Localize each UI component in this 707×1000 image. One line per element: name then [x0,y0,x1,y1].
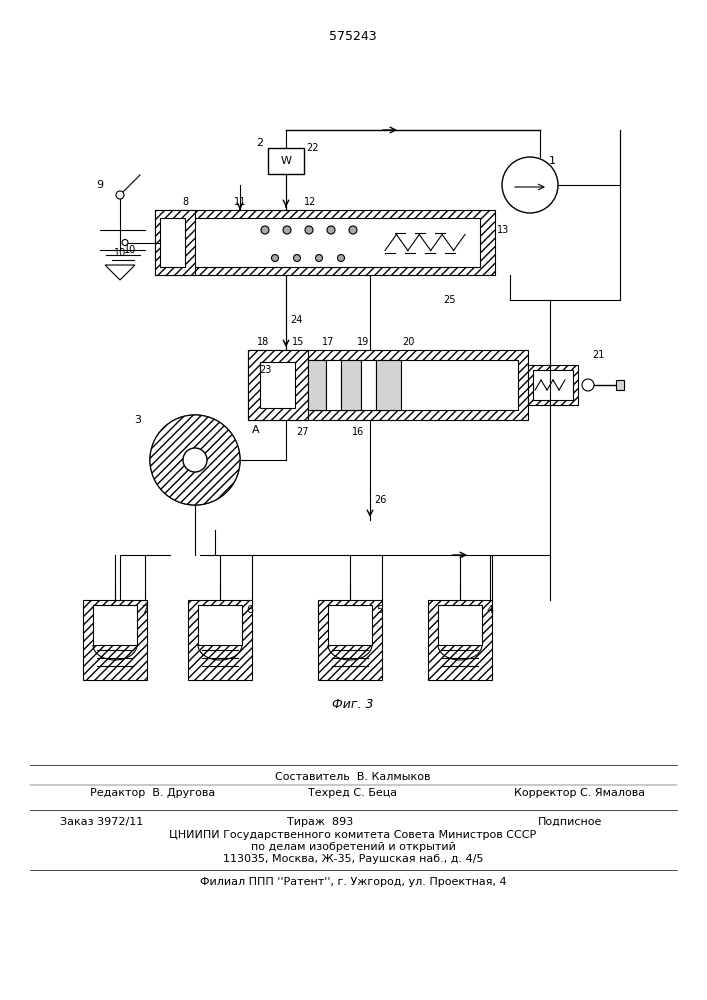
Text: 13: 13 [497,225,509,235]
Text: 4: 4 [486,605,493,615]
Circle shape [327,226,335,234]
Circle shape [293,254,300,261]
Text: 20: 20 [402,337,414,347]
Bar [268,148,304,174]
Bar [188,600,252,680]
Text: 23: 23 [259,365,271,375]
Circle shape [116,191,124,199]
Text: 19: 19 [357,337,369,347]
Text: по делам изобретений и открытий: по делам изобретений и открытий [250,842,455,852]
Bar [160,218,185,267]
Text: 10: 10 [124,245,136,255]
Text: Заказ 3972/11: Заказ 3972/11 [60,817,144,827]
Text: 22: 22 [307,143,320,153]
Circle shape [183,448,207,472]
Circle shape [150,415,240,505]
Circle shape [261,226,269,234]
Circle shape [283,226,291,234]
Text: 17: 17 [322,337,334,347]
Text: Подписное: Подписное [538,817,602,827]
Text: 7: 7 [141,605,148,615]
Text: 15: 15 [292,337,304,347]
Circle shape [150,415,240,505]
Text: Корректор С. Ямалова: Корректор С. Ямалова [515,788,645,798]
Text: Техред С. Беца: Техред С. Беца [308,788,397,798]
Polygon shape [105,265,135,280]
Bar [308,360,326,410]
Bar [83,600,147,680]
Bar [248,350,528,420]
Bar [170,218,480,267]
Text: ЦНИИПИ Государственного комитета Совета Министров СССР: ЦНИИПИ Государственного комитета Совета … [170,830,537,840]
Circle shape [502,157,558,213]
Text: 18: 18 [257,337,269,347]
Bar [438,605,482,645]
Text: 25: 25 [444,295,456,305]
Bar [326,360,341,410]
Text: 10: 10 [114,247,126,257]
Text: Редактор  В. Другова: Редактор В. Другова [90,788,215,798]
Bar [533,370,573,400]
Text: 3: 3 [134,415,141,425]
Bar [198,605,242,645]
Circle shape [315,254,322,261]
Text: 2: 2 [257,138,264,148]
Text: 5: 5 [377,605,383,615]
Bar [93,605,137,645]
Text: 9: 9 [96,180,103,190]
Text: 575243: 575243 [329,30,377,43]
Bar [341,360,361,410]
Text: Филиал ППП ''Pатент'', г. Ужгород, ул. Проектная, 4: Филиал ППП ''Pатент'', г. Ужгород, ул. П… [199,877,506,887]
Circle shape [305,226,313,234]
Bar [258,360,518,410]
Text: 27: 27 [297,427,309,437]
Text: 12: 12 [304,197,316,207]
Bar [328,605,372,645]
Bar [376,360,401,410]
Text: 8: 8 [182,197,188,207]
Circle shape [337,254,344,261]
Bar [616,380,624,390]
Text: 11: 11 [234,197,246,207]
Bar [155,210,195,275]
Bar [155,210,495,275]
Text: 1: 1 [549,156,556,166]
Text: 21: 21 [592,350,604,360]
Text: 113035, Москва, Ж-35, Раушская наб., д. 4/5: 113035, Москва, Ж-35, Раушская наб., д. … [223,854,484,864]
Text: 6: 6 [247,605,254,615]
Text: 26: 26 [374,495,386,505]
Bar [528,365,578,405]
Text: W: W [281,156,291,166]
Text: 24: 24 [290,315,303,325]
Bar [318,600,382,680]
Text: 16: 16 [352,427,364,437]
Bar [361,360,376,410]
Bar [248,350,308,420]
Text: Тираж  893: Тираж 893 [287,817,353,827]
Text: Составитель  В. Калмыков: Составитель В. Калмыков [275,772,431,782]
Circle shape [271,254,279,261]
Bar [428,600,492,680]
Circle shape [122,239,128,245]
Text: Фиг. 3: Фиг. 3 [332,698,374,711]
Circle shape [582,379,594,391]
Bar [260,362,295,408]
Text: A: A [252,425,259,435]
Circle shape [349,226,357,234]
